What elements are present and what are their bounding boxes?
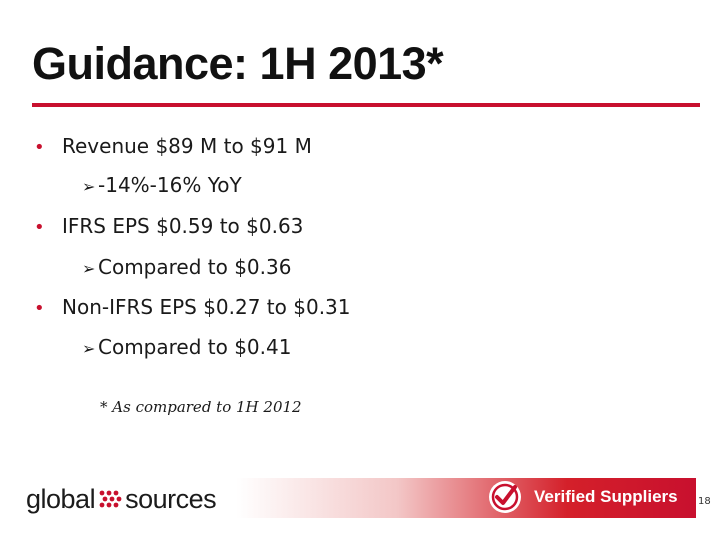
arrowhead-bullet-icon: ➢ bbox=[82, 177, 96, 196]
footer-gradient bbox=[236, 478, 696, 518]
page-number: 18 bbox=[698, 496, 711, 507]
sub-bullet-revenue: ➢ -14%-16% YoY bbox=[82, 173, 242, 197]
sub-bullet-non-ifrs-eps: ➢ Compared to $0.41 bbox=[82, 335, 291, 359]
arrowhead-bullet-icon: ➢ bbox=[82, 339, 96, 358]
sub-bullet-non-ifrs-eps-text: Compared to $0.41 bbox=[98, 335, 292, 359]
global-sources-logo: global sources bbox=[26, 484, 217, 515]
verified-suppliers-badge: Verified Suppliers bbox=[488, 480, 678, 514]
title-divider bbox=[32, 103, 700, 107]
sub-bullet-revenue-text: -14%-16% YoY bbox=[98, 173, 242, 197]
bullet-non-ifrs-eps-text: Non-IFRS EPS $0.27 to $0.31 bbox=[62, 295, 351, 319]
bullet-ifrs-eps-text: IFRS EPS $0.59 to $0.63 bbox=[62, 214, 304, 238]
footer-banner: global sources Verified Suppliers bbox=[0, 474, 720, 524]
bullet-revenue-text: Revenue $89 M to $91 M bbox=[62, 134, 312, 158]
dot-cluster-icon bbox=[99, 490, 122, 508]
bullet-icon: • bbox=[34, 217, 45, 238]
arrowhead-bullet-icon: ➢ bbox=[82, 259, 96, 278]
bullet-non-ifrs-eps: • Non-IFRS EPS $0.27 to $0.31 bbox=[34, 295, 351, 319]
bullet-revenue: • Revenue $89 M to $91 M bbox=[34, 134, 312, 158]
checkmark-badge-icon bbox=[489, 481, 521, 513]
verified-suppliers-label: Verified Suppliers bbox=[534, 487, 678, 506]
bullet-ifrs-eps: • IFRS EPS $0.59 to $0.63 bbox=[34, 214, 303, 238]
bullet-icon: • bbox=[34, 137, 45, 158]
slide-title: Guidance: 1H 2013* bbox=[32, 38, 444, 89]
sub-bullet-ifrs-eps-text: Compared to $0.36 bbox=[98, 255, 292, 279]
logo-text-right: sources bbox=[125, 484, 217, 514]
sub-bullet-ifrs-eps: ➢ Compared to $0.36 bbox=[82, 255, 291, 279]
bullet-icon: • bbox=[34, 298, 45, 319]
logo-text-left: global bbox=[26, 484, 96, 514]
footnote: * As compared to 1H 2012 bbox=[100, 398, 302, 416]
